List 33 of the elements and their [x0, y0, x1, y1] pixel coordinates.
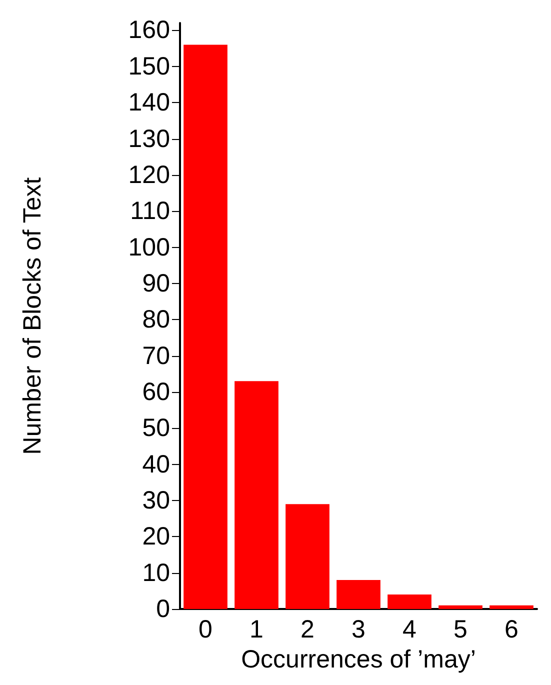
y-tick-label: 110: [130, 197, 170, 226]
x-tick-label: 5: [454, 616, 468, 644]
y-tick-label: 120: [128, 160, 170, 189]
y-tick-label: 10: [142, 558, 170, 587]
bar: [490, 605, 534, 609]
y-tick-label: 100: [128, 233, 170, 262]
x-tick-label: 2: [300, 616, 314, 644]
x-tick-label: 3: [352, 616, 366, 644]
y-tick-label: 160: [128, 16, 170, 44]
y-tick-label: 50: [142, 414, 170, 442]
y-tick-label: 60: [142, 378, 170, 406]
y-tick-label: 80: [142, 306, 170, 334]
bar: [388, 594, 432, 609]
bar: [234, 381, 278, 609]
y-tick-label: 150: [128, 52, 170, 80]
x-tick-label: 6: [504, 616, 518, 644]
x-tick-label: 4: [402, 616, 417, 644]
x-axis-title: Occurrences of ’may’: [241, 645, 476, 674]
y-tick-label: 140: [128, 88, 170, 117]
x-tick-label: 0: [198, 616, 212, 644]
y-tick-label: 30: [142, 486, 170, 514]
bar: [184, 44, 228, 609]
y-tick-label: 70: [142, 342, 170, 370]
bar: [438, 605, 482, 609]
y-tick-label: 40: [142, 450, 170, 478]
y-tick-label: 130: [128, 124, 170, 153]
y-tick-label: 90: [142, 269, 170, 298]
bar: [286, 504, 330, 609]
y-axis-title: Number of Blocks of Text: [18, 177, 46, 455]
x-tick-label: 1: [250, 616, 264, 644]
bar: [336, 580, 380, 609]
y-tick-label: 0: [156, 595, 170, 623]
y-tick-label: 20: [142, 522, 170, 551]
